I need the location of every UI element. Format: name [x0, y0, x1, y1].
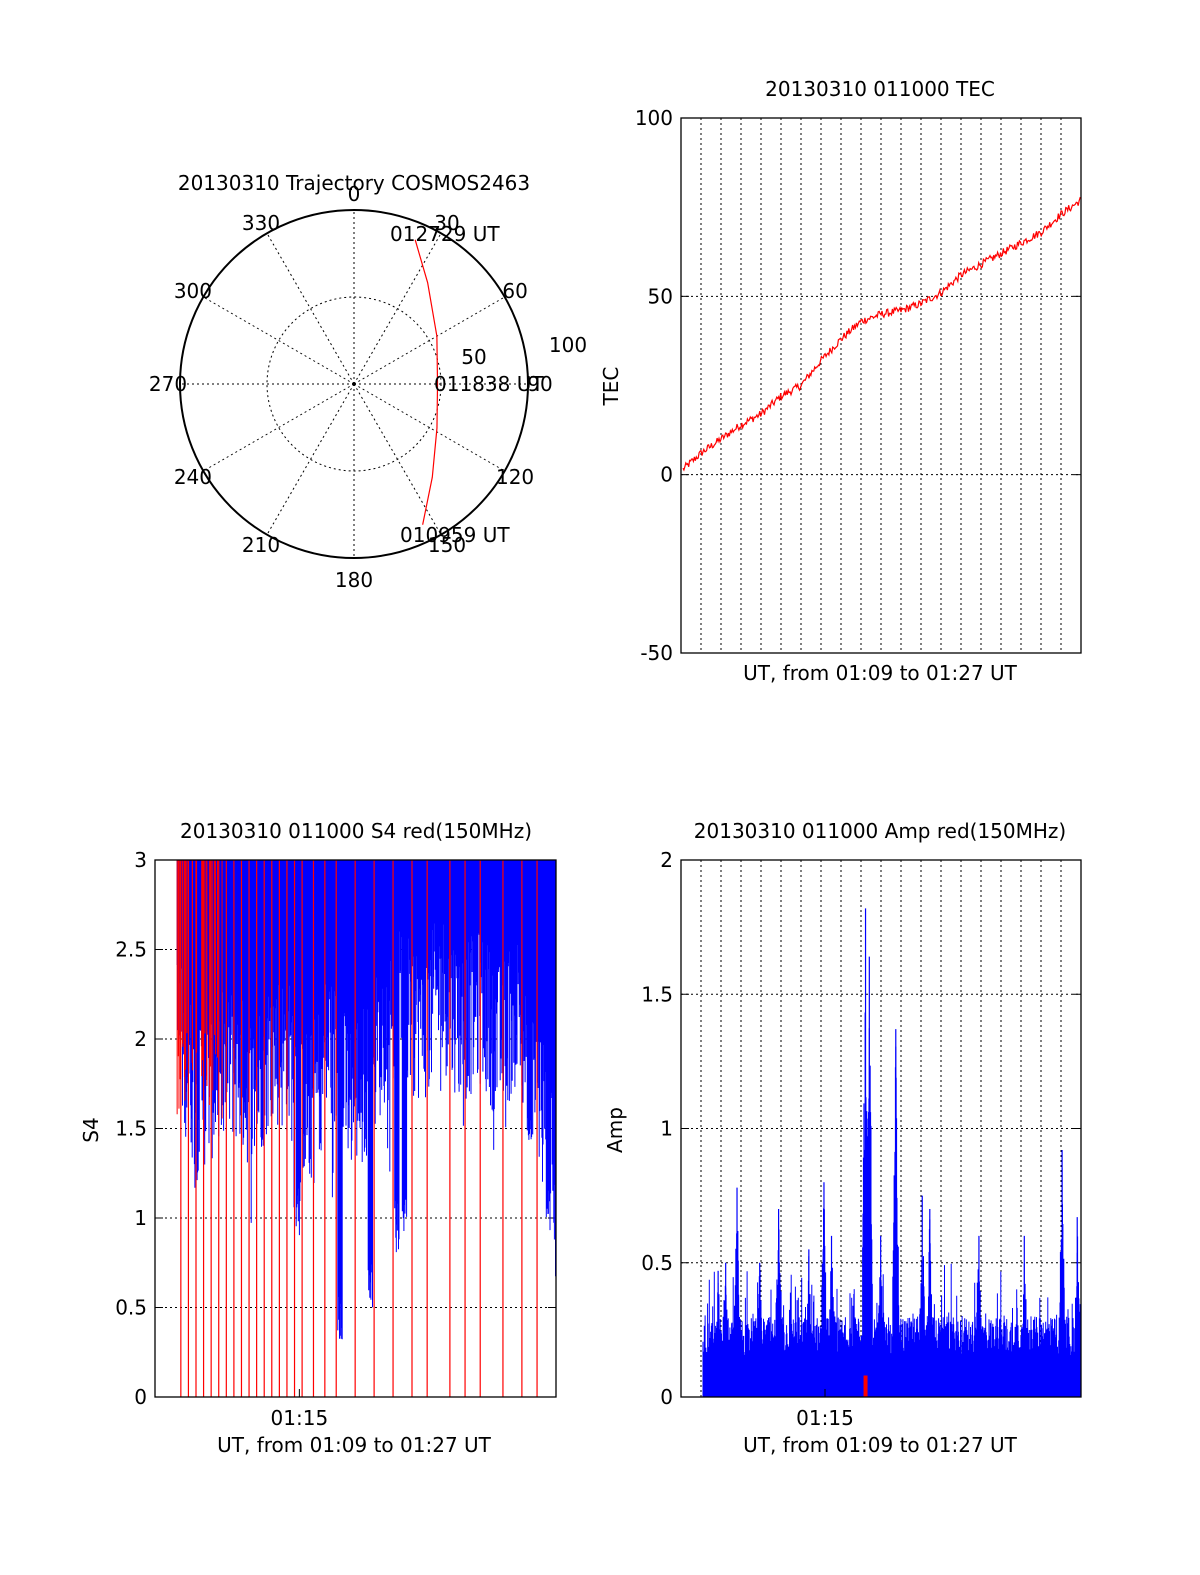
polar-angle-label: 150	[428, 533, 466, 557]
polar-spoke	[353, 233, 442, 385]
s4-xlabel: UT, from 01:09 to 01:27 UT	[217, 1433, 492, 1457]
trajectory-start-time: 010959 UT	[400, 523, 510, 547]
trajectory-title: 20130310 Trajectory COSMOS2463	[178, 171, 530, 195]
polar-spoke	[353, 383, 505, 472]
trajectory-polar-plot: 20130310 Trajectory COSMOS2463 0 30 60 90 12…	[149, 171, 587, 592]
polar-angle-label: 180	[335, 568, 373, 592]
amp-blue-series	[702, 1012, 1082, 1397]
tec-ylabel: TEC	[599, 367, 623, 407]
s4-ytick-label: 0	[134, 1385, 147, 1409]
s4-title: 20130310 011000 S4 red(150MHz)	[180, 819, 532, 843]
tec-plot-frame	[680, 117, 1082, 654]
tec-ytick-label: 100	[635, 106, 673, 130]
amp-ylabel: Amp	[603, 1107, 627, 1153]
s4-ytick-label: 0.5	[115, 1296, 147, 1320]
tec-ytick-label: 50	[648, 284, 673, 308]
s4-xtick-label: 01:15	[271, 1406, 329, 1430]
polar-spoke	[266, 383, 355, 535]
polar-spoke	[203, 383, 355, 472]
polar-angle-label: 60	[502, 279, 527, 303]
amp-ytick-label: 1.5	[641, 982, 673, 1006]
amp-xtick-label: 01:15	[796, 1406, 854, 1430]
s4-ytick-label: 1.5	[115, 1117, 147, 1141]
polar-spoke	[203, 296, 355, 385]
s4-ytick-label: 2	[134, 1027, 147, 1051]
amp-bar-chart: 20130310 011000 Amp red(150MHz) UT, from…	[603, 819, 1082, 1457]
polar-outer-circle	[179, 209, 529, 559]
s4-ytick-label: 2.5	[115, 938, 147, 962]
amp-red-marker	[863, 1375, 868, 1397]
trajectory-path	[414, 239, 439, 525]
polar-radius-label: 100	[549, 333, 587, 357]
s4-ylabel: S4	[79, 1117, 103, 1142]
amp-ytick-label: 0.5	[641, 1251, 673, 1275]
polar-angle-label: 0	[348, 182, 361, 206]
polar-angle-label: 30	[434, 211, 459, 235]
amp-ytick-label: 1	[660, 1117, 673, 1141]
tec-line-chart: 20130310 011000 TEC UT, from 01:09 to 01…	[599, 77, 1082, 685]
polar-angle-label: 120	[496, 465, 534, 489]
trajectory-end-time: 012729 UT	[390, 222, 500, 246]
tec-xlabel: UT, from 01:09 to 01:27 UT	[743, 661, 1018, 685]
s4-bar-chart: 20130310 011000 S4 red(150MHz) UT, from …	[79, 819, 557, 1457]
tec-ytick-label: 0	[660, 463, 673, 487]
amp-ytick-label: 2	[660, 848, 673, 872]
tec-ytick-label: -50	[640, 641, 673, 665]
polar-angle-label: 210	[242, 533, 280, 557]
polar-spoke	[353, 383, 442, 535]
polar-angle-label: 330	[242, 211, 280, 235]
polar-angle-label: 270	[149, 372, 187, 396]
tec-series-line	[682, 196, 1082, 472]
amp-title: 20130310 011000 Amp red(150MHz)	[694, 819, 1066, 843]
polar-radius-label: 50	[461, 345, 486, 369]
polar-spoke	[353, 296, 505, 385]
amp-plot-frame	[680, 859, 1082, 1398]
polar-spoke	[266, 233, 355, 385]
s4-ytick-label: 1	[134, 1206, 147, 1230]
polar-angle-label: 300	[174, 279, 212, 303]
amp-xlabel: UT, from 01:09 to 01:27 UT	[743, 1433, 1018, 1457]
s4-plot-frame	[154, 859, 557, 1398]
amp-ytick-label: 0	[660, 1385, 673, 1409]
polar-angle-label: 90	[527, 372, 552, 396]
tec-title: 20130310 011000 TEC	[765, 77, 995, 101]
trajectory-mid-time: 011838 UT	[434, 372, 544, 396]
s4-ytick-label: 3	[134, 848, 147, 872]
polar-angle-label: 240	[174, 465, 212, 489]
